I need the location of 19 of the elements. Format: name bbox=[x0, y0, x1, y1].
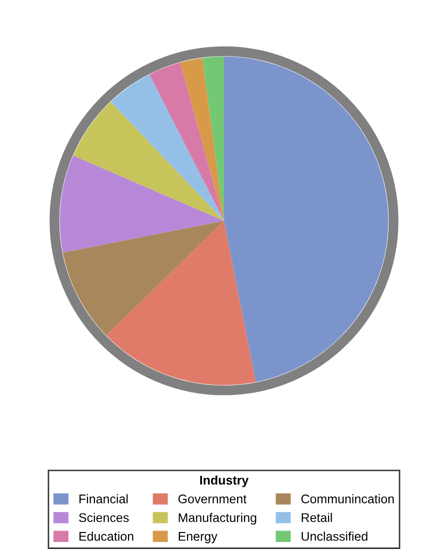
pie-slice bbox=[106, 220, 256, 386]
legend-label: Unclassified bbox=[302, 532, 368, 541]
pie-slice bbox=[202, 56, 224, 221]
legend-label: Energy bbox=[178, 532, 218, 544]
legend-label: Retail bbox=[302, 512, 332, 522]
pie-slice bbox=[110, 74, 224, 221]
legend-label: Manufacturing bbox=[178, 512, 256, 525]
pie-slice bbox=[73, 102, 224, 221]
pie-slice bbox=[62, 220, 224, 336]
legend-label: Education bbox=[79, 532, 134, 541]
legend-title: Industry bbox=[200, 475, 249, 488]
legend-label: Government bbox=[178, 494, 246, 504]
pie-slice bbox=[60, 156, 224, 253]
legend-label: Financial bbox=[79, 494, 128, 504]
pie-slice bbox=[180, 58, 224, 221]
pie-slice bbox=[224, 56, 388, 382]
legend-label: Communincation bbox=[301, 494, 394, 504]
legend-label: Sciences bbox=[79, 512, 129, 522]
pie-slice bbox=[149, 62, 224, 221]
